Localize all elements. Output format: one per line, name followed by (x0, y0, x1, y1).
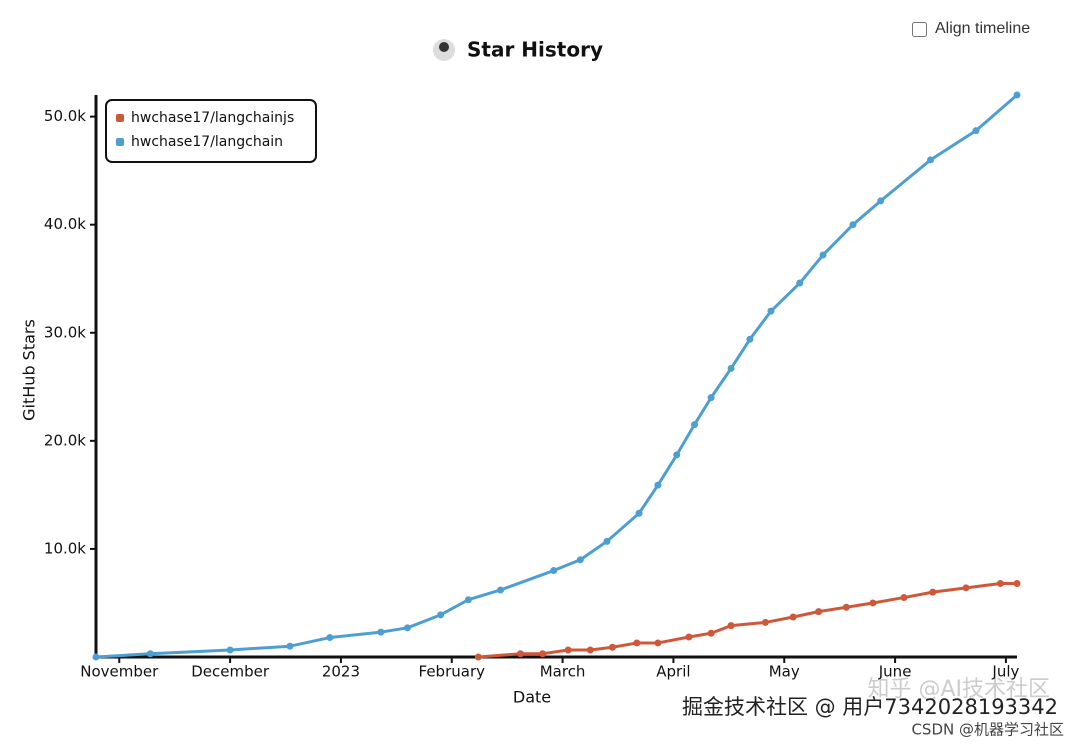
point (226, 646, 234, 654)
legend-label: hwchase17/langchainjs (131, 110, 294, 126)
x-tick-label: June (878, 663, 912, 681)
y-axis-label: GitHub Stars (20, 319, 39, 421)
point (707, 629, 715, 637)
point (654, 639, 662, 647)
line (478, 582, 1017, 659)
watermark: CSDN @机器学习社区 (911, 721, 1064, 739)
point (767, 307, 775, 315)
watermark: 掘金技术社区 @ 用户7342028193342 (682, 695, 1058, 719)
point (92, 653, 100, 661)
point (1013, 91, 1021, 99)
point (576, 556, 584, 564)
point (286, 642, 294, 650)
point (789, 613, 797, 621)
point (146, 650, 154, 658)
point (464, 596, 472, 604)
y-tick-label: 40.0k (44, 215, 86, 233)
point (550, 567, 558, 575)
point (842, 603, 850, 611)
x-tick-label: November (80, 663, 159, 681)
point (690, 421, 698, 429)
point (608, 643, 616, 651)
legend-swatch (116, 114, 124, 122)
chart-title: Star History (467, 38, 603, 62)
point (539, 650, 547, 658)
x-tick-label: May (769, 663, 800, 681)
x-axis-label: Date (513, 688, 551, 707)
point (929, 588, 937, 596)
point (377, 628, 385, 636)
point (962, 584, 970, 592)
point (927, 156, 935, 164)
y-tick-label: 10.0k (44, 539, 86, 557)
line (95, 93, 1018, 659)
point (635, 509, 643, 517)
point (1013, 580, 1021, 588)
x-tick-label: July (991, 663, 1019, 681)
point (877, 197, 885, 205)
point (654, 481, 662, 489)
point (564, 646, 572, 654)
point (746, 335, 754, 343)
y-tick-label: 20.0k (44, 431, 86, 449)
point (403, 624, 411, 632)
point (815, 608, 823, 616)
checkbox-label: Align timeline (935, 20, 1031, 37)
x-tick-label: April (656, 663, 690, 681)
point (673, 451, 681, 459)
point (761, 618, 769, 626)
point (326, 634, 334, 642)
point (869, 599, 877, 607)
point (849, 221, 857, 229)
point (819, 251, 827, 259)
point (727, 364, 735, 372)
legend-label: hwchase17/langchain (131, 134, 283, 150)
point (685, 633, 693, 641)
point (796, 279, 804, 287)
y-tick-label: 30.0k (44, 323, 86, 341)
point (437, 611, 445, 619)
x-tick-label: December (191, 663, 270, 681)
x-tick-label: March (540, 663, 586, 681)
legend-swatch (116, 138, 124, 146)
point (727, 622, 735, 630)
y-tick-label: 50.0k (44, 107, 86, 125)
point (474, 653, 482, 661)
point (633, 639, 641, 647)
x-tick-label: 2023 (322, 663, 360, 681)
point (497, 586, 505, 594)
point (586, 646, 594, 654)
legend-box (105, 99, 317, 163)
checkbox[interactable] (912, 21, 927, 37)
point (972, 127, 980, 135)
align-timeline[interactable]: Align timeline (912, 20, 1030, 38)
point (516, 650, 524, 658)
avatar-face (439, 42, 449, 52)
point (707, 394, 715, 402)
point (603, 537, 611, 545)
watermark: 知乎 @AI技术社区 (867, 677, 1050, 702)
point (996, 580, 1004, 588)
point (900, 594, 908, 602)
x-tick-label: February (419, 663, 486, 681)
